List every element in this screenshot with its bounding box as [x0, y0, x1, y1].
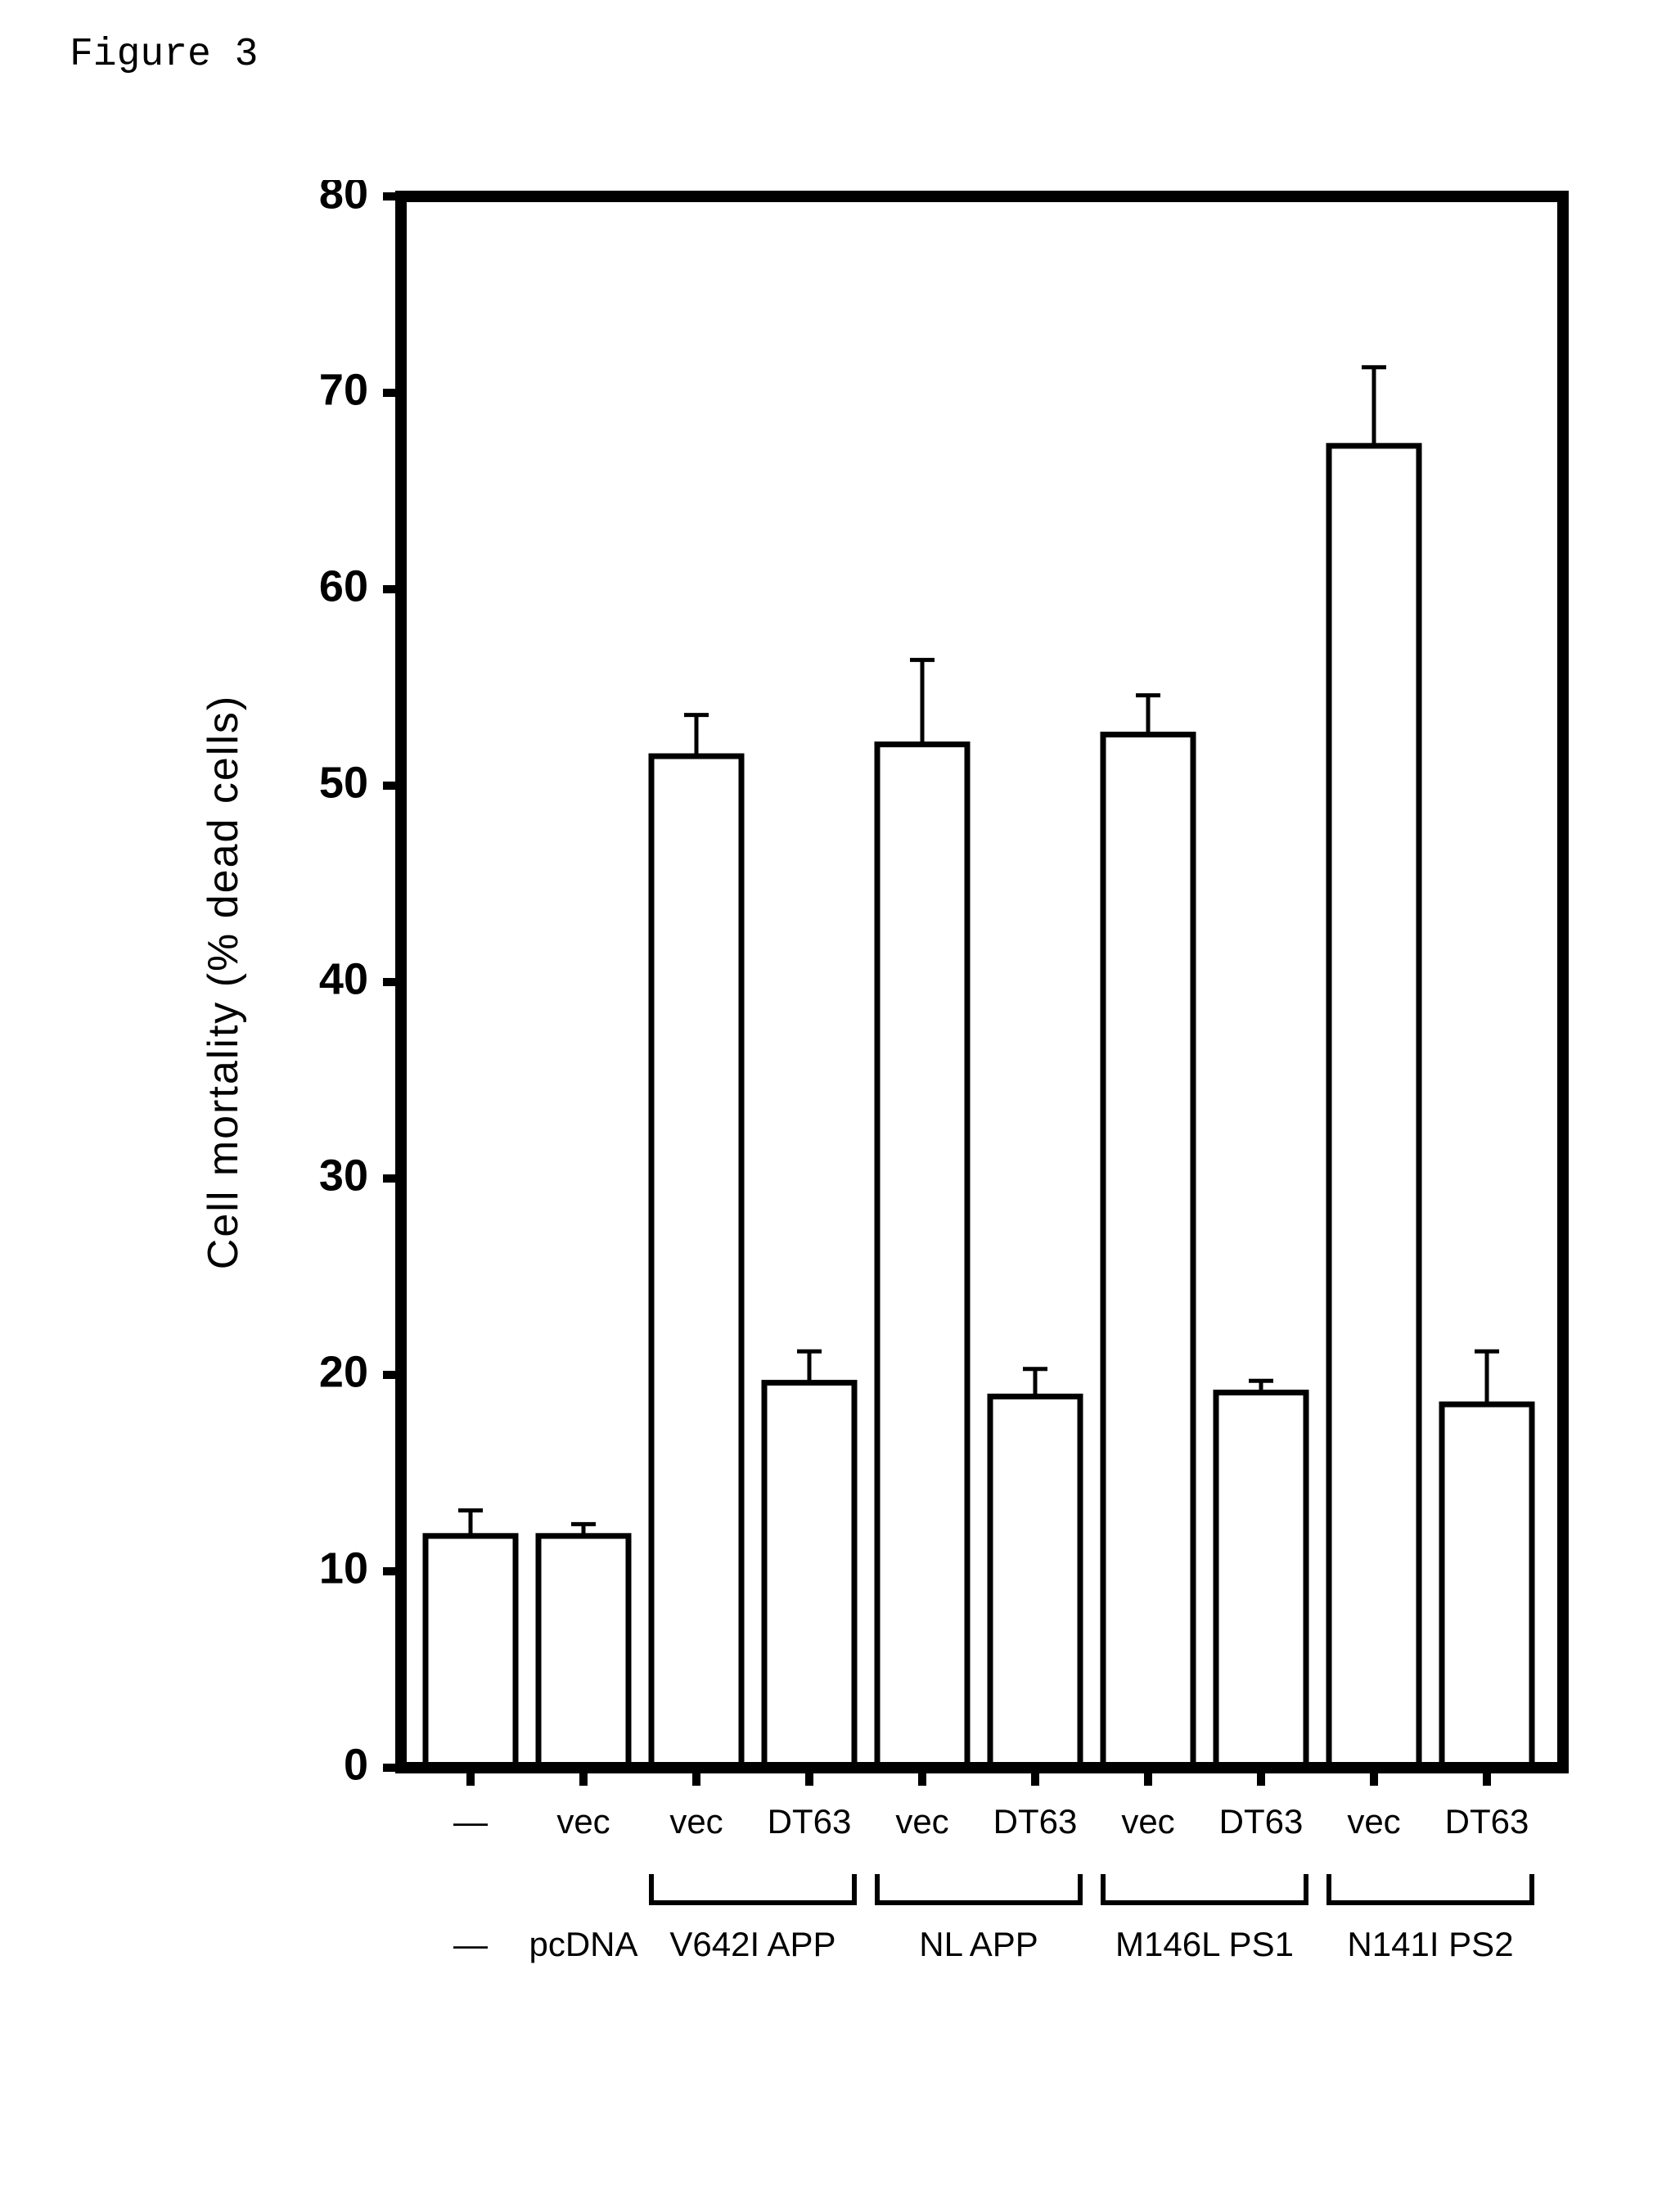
group-label: —	[453, 1925, 488, 1963]
group-label: NL APP	[919, 1925, 1038, 1963]
x-cat-label: vec	[895, 1802, 948, 1841]
x-cat-label: vec	[669, 1802, 723, 1841]
page: Figure 3 0 10 20 30 40 50 60 70 80 — vec vec DT63 vec…	[0, 0, 1680, 2199]
x-cat-label: vec	[556, 1802, 610, 1841]
x-cat-label: —	[453, 1802, 488, 1841]
group-label: N141I PS2	[1347, 1925, 1513, 1963]
x-cat-label: vec	[1347, 1802, 1400, 1841]
bar	[877, 745, 967, 1768]
bar	[1329, 446, 1419, 1768]
group-label: pcDNA	[529, 1925, 637, 1963]
bar	[651, 756, 741, 1768]
group-label: V642I APP	[669, 1925, 835, 1963]
group-bracket	[1329, 1874, 1532, 1903]
y-tick-label: 80	[319, 180, 368, 218]
y-tick-label: 60	[319, 561, 368, 611]
group-bracket	[877, 1874, 1080, 1903]
bar	[764, 1383, 854, 1768]
group-bracket	[1103, 1874, 1306, 1903]
bar	[990, 1396, 1080, 1768]
y-tick-label: 20	[319, 1347, 368, 1396]
y-tick-label: 40	[319, 954, 368, 1003]
y-tick-label: 30	[319, 1151, 368, 1200]
group-label: M146L PS1	[1115, 1925, 1294, 1963]
y-axis-label: Cell mortality (% dead cells)	[205, 695, 247, 1269]
y-tick-label: 50	[319, 758, 368, 807]
bar	[1216, 1393, 1306, 1768]
group-bracket	[651, 1874, 854, 1903]
x-cat-label: DT63	[1445, 1802, 1529, 1841]
bar	[1442, 1404, 1532, 1768]
y-tick-label: 10	[319, 1543, 368, 1593]
y-tick-label: 0	[344, 1740, 368, 1789]
bar-chart: 0 10 20 30 40 50 60 70 80 — vec vec DT63 vec DT63 vec DT…	[205, 180, 1596, 2103]
bar	[538, 1536, 628, 1768]
x-cat-label: vec	[1121, 1802, 1174, 1841]
figure-title: Figure 3	[70, 33, 258, 77]
x-cat-label: DT63	[768, 1802, 852, 1841]
x-cat-label: DT63	[1219, 1802, 1304, 1841]
bar	[426, 1536, 516, 1768]
bar	[1103, 735, 1193, 1768]
x-cat-label: DT63	[993, 1802, 1078, 1841]
y-tick-label: 70	[319, 365, 368, 414]
